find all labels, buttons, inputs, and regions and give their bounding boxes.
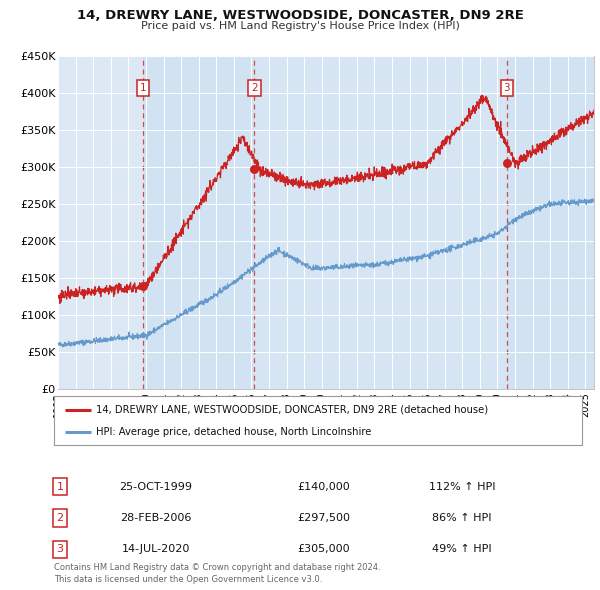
Text: 14, DREWRY LANE, WESTWOODSIDE, DONCASTER, DN9 2RE: 14, DREWRY LANE, WESTWOODSIDE, DONCASTER… xyxy=(77,9,523,22)
Text: Price paid vs. HM Land Registry's House Price Index (HPI): Price paid vs. HM Land Registry's House … xyxy=(140,21,460,31)
Text: 1: 1 xyxy=(56,482,64,491)
Text: 28-FEB-2006: 28-FEB-2006 xyxy=(121,513,191,523)
Text: 49% ↑ HPI: 49% ↑ HPI xyxy=(432,545,492,554)
Text: 3: 3 xyxy=(503,83,510,93)
Text: 1: 1 xyxy=(140,83,146,93)
Text: 25-OCT-1999: 25-OCT-1999 xyxy=(119,482,193,491)
Text: £297,500: £297,500 xyxy=(298,513,350,523)
Text: 2: 2 xyxy=(251,83,258,93)
Text: 2: 2 xyxy=(56,513,64,523)
Text: 14, DREWRY LANE, WESTWOODSIDE, DONCASTER, DN9 2RE (detached house): 14, DREWRY LANE, WESTWOODSIDE, DONCASTER… xyxy=(96,405,488,415)
Text: Contains HM Land Registry data © Crown copyright and database right 2024.: Contains HM Land Registry data © Crown c… xyxy=(54,563,380,572)
Text: 112% ↑ HPI: 112% ↑ HPI xyxy=(429,482,495,491)
Text: £305,000: £305,000 xyxy=(298,545,350,554)
Text: 3: 3 xyxy=(56,545,64,554)
Text: HPI: Average price, detached house, North Lincolnshire: HPI: Average price, detached house, Nort… xyxy=(96,427,371,437)
Text: 14-JUL-2020: 14-JUL-2020 xyxy=(122,545,190,554)
Text: 86% ↑ HPI: 86% ↑ HPI xyxy=(432,513,492,523)
Text: £140,000: £140,000 xyxy=(298,482,350,491)
Bar xyxy=(254,56,507,389)
Bar xyxy=(507,56,594,389)
Bar xyxy=(143,56,254,389)
Text: This data is licensed under the Open Government Licence v3.0.: This data is licensed under the Open Gov… xyxy=(54,575,322,584)
